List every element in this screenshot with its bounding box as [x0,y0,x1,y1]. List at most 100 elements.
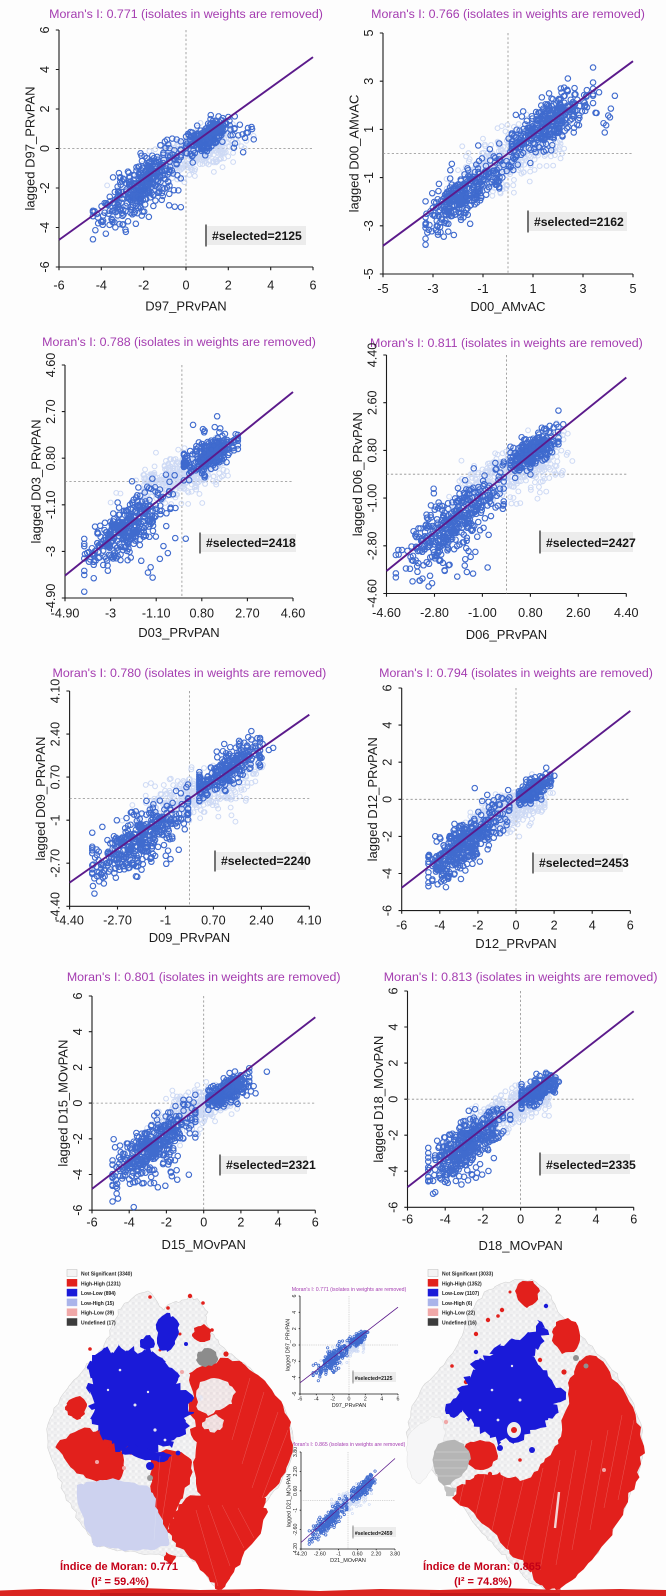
svg-text:-4.60: -4.60 [366,579,380,608]
svg-text:High-High (1352): High-High (1352) [442,1281,482,1287]
svg-text:lagged D12_PRvPAN: lagged D12_PRvPAN [365,737,380,861]
svg-text:lagged D18_MOvPAN: lagged D18_MOvPAN [371,1036,386,1163]
svg-text:-4: -4 [124,1216,135,1230]
svg-text:4: 4 [380,1397,383,1403]
svg-text:0: 0 [292,1343,298,1346]
svg-text:6: 6 [292,1294,298,1297]
svg-text:6: 6 [309,279,316,293]
svg-text:D18_MOvPAN: D18_MOvPAN [478,1238,562,1253]
svg-text:Moran's I: 0.771 (isolates in: Moran's I: 0.771 (isolates in weights ar… [49,7,323,21]
svg-text:-5: -5 [362,268,376,279]
svg-text:-2: -2 [161,1216,172,1230]
svg-text:0: 0 [381,796,395,803]
svg-text:0.80: 0.80 [44,446,58,471]
svg-text:-4: -4 [96,279,107,293]
svg-text:#selected=2453: #selected=2453 [539,856,629,870]
svg-text:-6: -6 [381,905,395,916]
svg-text:Low-High (6): Low-High (6) [442,1301,473,1307]
svg-text:-1.00: -1.00 [366,484,380,513]
svg-text:D97_PRvPAN: D97_PRvPAN [332,1403,366,1409]
svg-text:0: 0 [517,1213,524,1227]
svg-text:Moran's I: 0.788 (isolates in: Moran's I: 0.788 (isolates in weights ar… [42,335,316,349]
svg-text:6: 6 [627,919,634,933]
svg-text:0: 0 [38,145,52,152]
svg-text:1: 1 [529,282,536,296]
svg-text:Undefined (16): Undefined (16) [442,1321,477,1327]
svg-text:-4: -4 [440,1213,451,1227]
svg-text:4: 4 [589,919,596,933]
svg-text:-4.90: -4.90 [51,607,80,621]
svg-text:D21_MOvPAN: D21_MOvPAN [330,1558,366,1564]
svg-text:-3: -3 [362,220,376,231]
svg-text:2.60: 2.60 [566,606,591,620]
svg-text:-1: -1 [336,1552,341,1558]
svg-text:4: 4 [381,722,395,729]
svg-text:0.80: 0.80 [366,438,380,463]
svg-text:6: 6 [381,684,395,691]
svg-text:Not Significant (3033): Not Significant (3033) [442,1272,493,1278]
svg-text:2: 2 [555,1213,562,1227]
svg-text:-4: -4 [314,1397,319,1403]
svg-text:-2.80: -2.80 [366,531,380,560]
svg-text:2: 2 [38,105,52,112]
svg-text:-6: -6 [53,279,64,293]
svg-text:-2: -2 [477,1213,488,1227]
svg-text:-4.20: -4.20 [295,1552,307,1558]
svg-text:-1: -1 [362,172,376,183]
svg-text:-4: -4 [381,868,395,879]
svg-text:1: 1 [362,126,376,133]
svg-text:3: 3 [362,78,376,85]
svg-text:0.70: 0.70 [201,914,226,928]
svg-text:Low-Low (1107): Low-Low (1107) [442,1291,480,1297]
svg-text:0.60: 0.60 [293,1486,299,1496]
svg-text:Moran's I: 0.771 (isolates in: Moran's I: 0.771 (isolates in weights ar… [292,1287,407,1293]
svg-text:-2.70: -2.70 [103,914,132,928]
svg-text:-6: -6 [387,1202,401,1213]
svg-text:-1: -1 [49,815,63,826]
svg-text:-1: -1 [293,1508,299,1513]
svg-text:-6: -6 [298,1397,303,1403]
svg-text:-6: -6 [292,1392,298,1397]
svg-text:6: 6 [312,1216,319,1230]
svg-text:4.10: 4.10 [297,914,322,928]
svg-text:-6: -6 [396,919,407,933]
svg-text:3.80: 3.80 [293,1447,299,1457]
svg-text:6: 6 [630,1213,637,1227]
svg-text:-4: -4 [292,1375,298,1380]
svg-text:-6: -6 [38,261,52,272]
svg-text:-4.40: -4.40 [55,914,84,928]
svg-text:-2.60: -2.60 [314,1552,326,1558]
svg-text:-6: -6 [71,1205,85,1216]
svg-text:High-Low (39): High-Low (39) [81,1311,114,1317]
svg-text:-2: -2 [472,919,483,933]
svg-text:0.80: 0.80 [518,606,543,620]
svg-text:4.10: 4.10 [49,679,63,704]
svg-text:0: 0 [71,1100,85,1107]
svg-text:0.80: 0.80 [190,607,215,621]
svg-text:4.60: 4.60 [281,607,306,621]
svg-text:2.70: 2.70 [235,607,260,621]
svg-text:2.20: 2.20 [371,1552,381,1558]
svg-text:3: 3 [579,282,586,296]
svg-text:-1.10: -1.10 [142,607,171,621]
svg-text:#selected=2459: #selected=2459 [355,1531,393,1537]
svg-text:-4.40: -4.40 [49,892,63,921]
svg-text:-2.80: -2.80 [420,606,449,620]
svg-text:4.60: 4.60 [44,353,58,378]
svg-text:D09_PRvPAN: D09_PRvPAN [149,930,230,945]
svg-text:2.70: 2.70 [44,399,58,424]
svg-text:4: 4 [292,1311,298,1314]
svg-text:-5: -5 [377,282,388,296]
svg-text:-3: -3 [427,282,438,296]
svg-text:-2: -2 [138,279,149,293]
svg-text:6: 6 [387,987,401,994]
svg-text:Not Significant (3340): Not Significant (3340) [81,1272,132,1278]
svg-text:6: 6 [38,26,52,33]
svg-text:-6: -6 [402,1213,413,1227]
svg-text:lagged D00_AMvAC: lagged D00_AMvAC [347,95,362,213]
svg-text:-3: -3 [44,546,58,557]
svg-text:5: 5 [362,29,376,36]
svg-text:Moran's I: 0.801 (isolates in: Moran's I: 0.801 (isolates in weights ar… [67,970,341,984]
svg-text:Moran's I: 0.780 (isolates in: Moran's I: 0.780 (isolates in weights ar… [53,666,327,680]
svg-text:6: 6 [71,992,85,999]
